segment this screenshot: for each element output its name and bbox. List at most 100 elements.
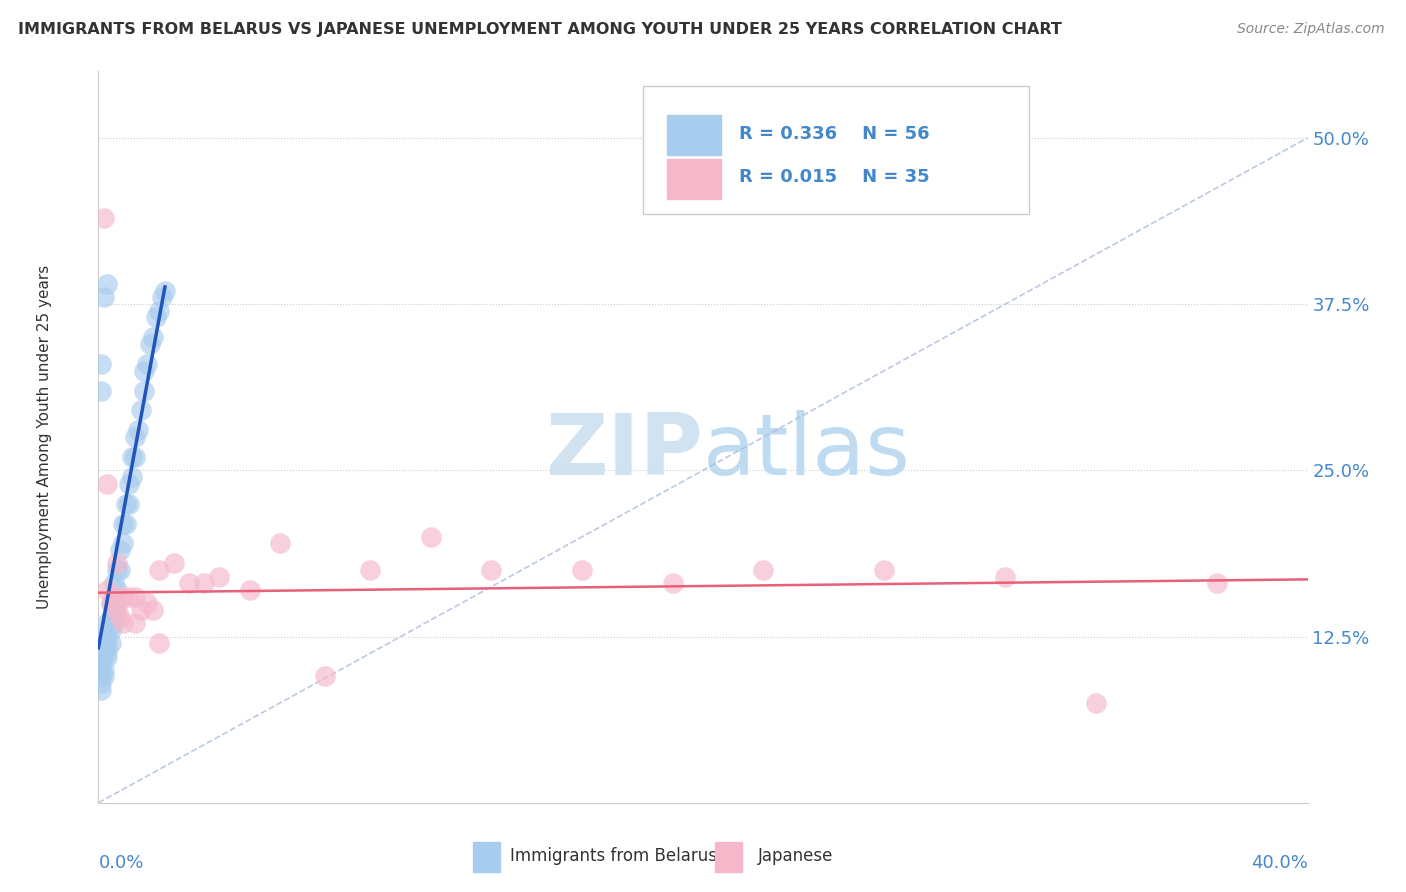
Point — [103, 603, 125, 617]
Point — [90, 656, 112, 670]
Point — [142, 603, 165, 617]
Point — [873, 563, 896, 577]
Point — [124, 616, 146, 631]
Point — [142, 330, 165, 344]
Point — [90, 682, 112, 697]
Point — [1206, 576, 1229, 591]
Text: IMMIGRANTS FROM BELARUS VS JAPANESE UNEMPLOYMENT AMONG YOUTH UNDER 25 YEARS CORR: IMMIGRANTS FROM BELARUS VS JAPANESE UNEM… — [18, 22, 1062, 37]
Point — [148, 303, 170, 318]
Text: R = 0.015    N = 35: R = 0.015 N = 35 — [740, 169, 929, 186]
Bar — [666, 159, 721, 200]
Point — [93, 211, 115, 225]
Point — [90, 676, 112, 690]
Text: 0.0%: 0.0% — [98, 854, 143, 872]
Point — [93, 669, 115, 683]
Point — [93, 663, 115, 677]
Point — [994, 570, 1017, 584]
Point — [96, 476, 118, 491]
Point — [108, 563, 131, 577]
Point — [118, 476, 141, 491]
Point — [96, 277, 118, 292]
Point — [111, 516, 134, 531]
Point — [135, 357, 157, 371]
Point — [103, 576, 125, 591]
Point — [481, 563, 503, 577]
Point — [1085, 696, 1108, 710]
Point — [314, 669, 336, 683]
Point — [100, 623, 122, 637]
Point — [239, 582, 262, 597]
FancyBboxPatch shape — [643, 86, 1029, 214]
Point — [132, 363, 155, 377]
Point — [90, 649, 112, 664]
Point — [124, 590, 146, 604]
Text: Source: ZipAtlas.com: Source: ZipAtlas.com — [1237, 22, 1385, 37]
Point — [96, 643, 118, 657]
Point — [752, 563, 775, 577]
Point — [420, 530, 443, 544]
Point — [132, 384, 155, 398]
Point — [208, 570, 231, 584]
Point — [145, 310, 167, 325]
Text: 40.0%: 40.0% — [1251, 854, 1308, 872]
Text: Immigrants from Belarus: Immigrants from Belarus — [509, 847, 717, 865]
Point — [129, 403, 152, 417]
Text: Unemployment Among Youth under 25 years: Unemployment Among Youth under 25 years — [37, 265, 52, 609]
Point — [96, 582, 118, 597]
Point — [661, 576, 683, 591]
Point — [148, 636, 170, 650]
Point — [90, 663, 112, 677]
Point — [114, 516, 136, 531]
Point — [96, 616, 118, 631]
Point — [571, 563, 593, 577]
Point — [135, 596, 157, 610]
Point — [90, 357, 112, 371]
Point — [111, 590, 134, 604]
Point — [111, 536, 134, 550]
Text: ZIP: ZIP — [546, 410, 703, 493]
Point — [150, 290, 173, 304]
Point — [163, 557, 186, 571]
Point — [129, 603, 152, 617]
Point — [121, 470, 143, 484]
Text: atlas: atlas — [703, 410, 911, 493]
Point — [90, 384, 112, 398]
Point — [153, 284, 176, 298]
Point — [118, 497, 141, 511]
Point — [93, 643, 115, 657]
Point — [105, 563, 128, 577]
Point — [90, 669, 112, 683]
Bar — [474, 841, 501, 872]
Point — [105, 596, 128, 610]
Point — [103, 590, 125, 604]
Point — [93, 630, 115, 644]
Point — [118, 590, 141, 604]
Bar — [666, 115, 721, 155]
Point — [114, 497, 136, 511]
Point — [105, 582, 128, 597]
Point — [193, 576, 215, 591]
Point — [93, 290, 115, 304]
Point — [93, 649, 115, 664]
Point — [96, 636, 118, 650]
Point — [100, 609, 122, 624]
Point — [96, 630, 118, 644]
Point — [269, 536, 291, 550]
Point — [124, 450, 146, 464]
Point — [100, 636, 122, 650]
Point — [127, 424, 149, 438]
Point — [105, 603, 128, 617]
Text: R = 0.336    N = 56: R = 0.336 N = 56 — [740, 125, 929, 143]
Point — [108, 609, 131, 624]
Bar — [716, 841, 742, 872]
Text: Japanese: Japanese — [758, 847, 832, 865]
Point — [121, 450, 143, 464]
Point — [108, 543, 131, 558]
Point — [103, 590, 125, 604]
Point — [96, 649, 118, 664]
Point — [124, 430, 146, 444]
Point — [105, 557, 128, 571]
Point — [93, 636, 115, 650]
Point — [90, 643, 112, 657]
Point — [179, 576, 201, 591]
